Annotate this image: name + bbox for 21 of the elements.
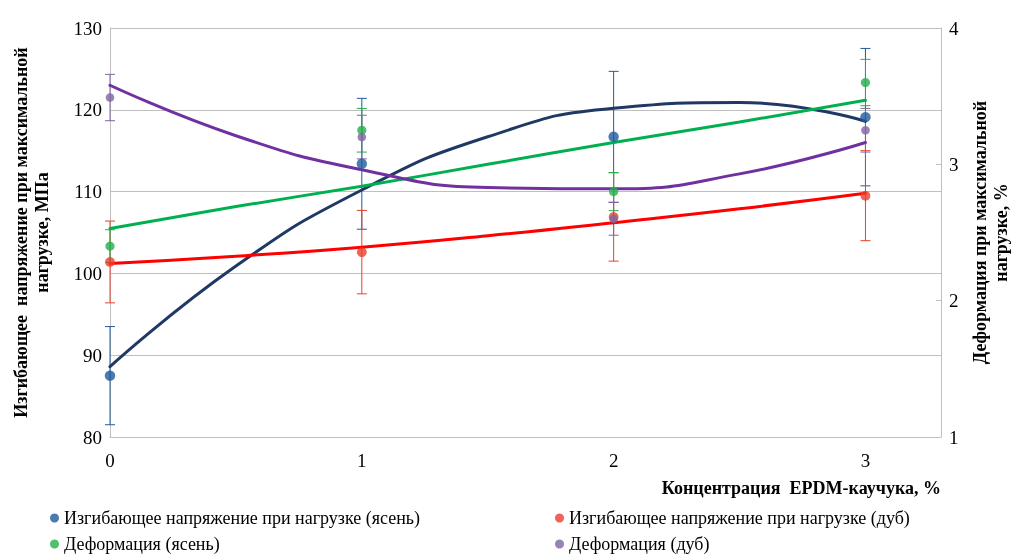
- y-tick-label: 120: [73, 99, 102, 121]
- y2-tick-label: 1: [949, 426, 959, 448]
- y-tick-label: 110: [74, 181, 102, 203]
- legend-label: Деформация (ясень): [64, 534, 220, 555]
- y-tick-label: 80: [83, 426, 102, 448]
- legend-label: Деформация (дуб): [569, 534, 710, 555]
- x-tick-label: 0: [105, 450, 115, 471]
- y-tick-label: 90: [83, 344, 102, 366]
- x-axis-title: Концентрация EPDM-каучука, %: [661, 478, 941, 498]
- y2-tick-label: 4: [949, 17, 959, 39]
- x-tick-label: 2: [608, 450, 619, 471]
- y-tick-label: 130: [73, 17, 102, 39]
- legend-label: Изгибающее напряжение при нагрузке (дуб): [569, 508, 910, 529]
- y2-axis-title: Деформация при максимальной нагрузке, %: [969, 100, 1011, 365]
- y2-tick-label: 2: [949, 290, 959, 312]
- y2-tick-label: 3: [949, 153, 959, 175]
- x-tick-label: 3: [860, 450, 871, 471]
- x-tick-label: 1: [357, 450, 367, 471]
- legend-label: Изгибающее напряжение при нагрузке (ясень): [64, 508, 421, 529]
- y-tick-label: 100: [73, 262, 102, 284]
- y-axis-title: Изгибающее напряжение при максимальной нагрузке, МПа: [10, 47, 52, 418]
